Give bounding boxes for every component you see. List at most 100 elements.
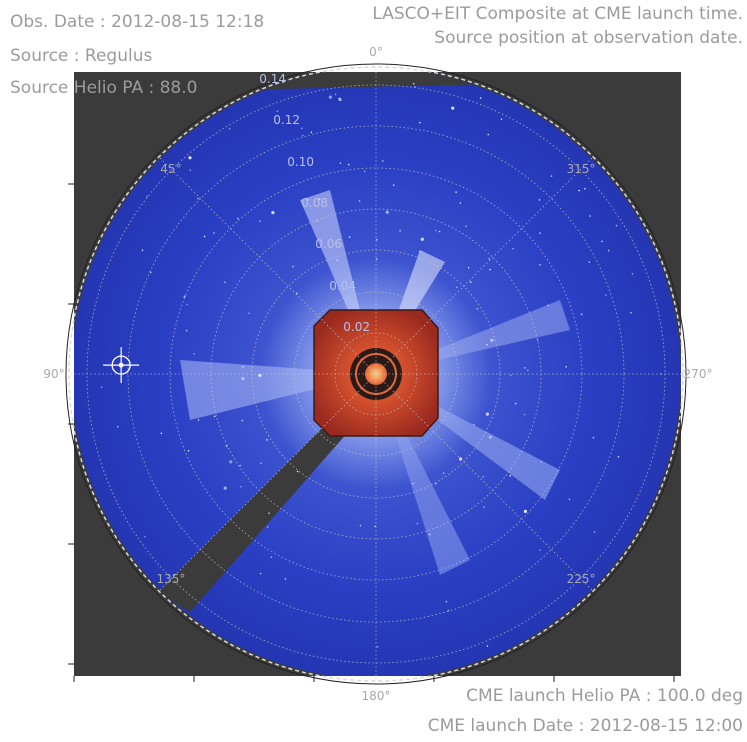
star <box>592 436 595 439</box>
star <box>445 600 448 603</box>
radial-label: 0.08 <box>301 196 328 210</box>
star <box>615 224 618 227</box>
star <box>536 339 539 342</box>
star <box>418 250 421 253</box>
star <box>565 366 567 368</box>
star <box>385 210 389 214</box>
star <box>476 308 479 310</box>
radial-label: 0.10 <box>287 155 314 169</box>
star <box>509 474 512 477</box>
star <box>376 238 378 241</box>
star <box>292 265 294 268</box>
star <box>438 230 441 233</box>
star <box>578 189 580 192</box>
star <box>486 645 489 647</box>
star <box>334 93 337 96</box>
star <box>607 249 610 252</box>
star <box>284 578 287 580</box>
star <box>490 338 494 342</box>
angle-label: 315° <box>567 162 596 176</box>
composite-title: LASCO+EIT Composite at CME launch time. <box>372 4 743 24</box>
star <box>197 419 200 421</box>
radial-label: 0.14 <box>259 72 286 86</box>
star <box>276 110 279 113</box>
star <box>510 374 512 376</box>
radial-label: 0.04 <box>329 279 356 293</box>
star <box>580 313 583 316</box>
occulter-pylon <box>158 420 348 612</box>
star <box>547 304 549 307</box>
star <box>239 464 241 467</box>
angle-label: 45° <box>160 162 181 176</box>
outer-dashed-ring <box>68 66 684 682</box>
radial-label: 0.06 <box>315 237 342 251</box>
grid-spoke <box>375 156 594 375</box>
star <box>451 106 455 110</box>
star <box>486 343 488 346</box>
star <box>479 97 482 99</box>
star-field <box>100 82 662 648</box>
star <box>240 486 242 488</box>
star <box>141 249 144 252</box>
star <box>307 198 309 201</box>
star <box>419 121 421 124</box>
star <box>540 461 543 463</box>
star <box>213 415 216 418</box>
star <box>593 531 596 533</box>
star <box>258 373 262 377</box>
star <box>259 572 262 575</box>
star <box>630 311 632 314</box>
grid-spoke <box>158 156 377 375</box>
star <box>539 264 541 266</box>
star <box>296 292 298 295</box>
star <box>465 225 468 227</box>
star <box>338 97 341 100</box>
star <box>584 188 586 190</box>
angle-label: 0° <box>369 45 383 59</box>
star <box>259 220 261 222</box>
star <box>412 482 414 485</box>
star <box>631 273 634 275</box>
star <box>539 232 541 234</box>
star <box>189 169 192 171</box>
star <box>186 303 188 306</box>
source-name: Source : Regulus <box>10 46 153 66</box>
star <box>203 235 206 238</box>
star <box>601 240 603 243</box>
star <box>568 498 571 501</box>
star <box>473 423 475 426</box>
star <box>363 170 366 173</box>
star <box>482 475 485 478</box>
star <box>336 259 339 261</box>
star <box>339 162 342 164</box>
star <box>488 435 492 439</box>
star <box>416 522 419 525</box>
composite-subtitle: Source position at observation date. <box>434 28 743 48</box>
star <box>328 95 332 99</box>
star <box>617 455 620 458</box>
star <box>459 457 463 461</box>
star <box>588 261 591 264</box>
obs-date: Obs. Date : 2012-08-15 12:18 <box>10 12 265 32</box>
star <box>160 432 163 435</box>
star <box>539 549 541 551</box>
star <box>224 281 226 284</box>
star <box>359 524 362 527</box>
star <box>538 199 541 201</box>
star <box>512 248 514 250</box>
star <box>241 377 245 381</box>
star <box>184 295 186 298</box>
angle-label: 225° <box>567 572 596 586</box>
grid-spoke <box>158 373 377 592</box>
star <box>456 286 458 289</box>
star <box>605 294 607 296</box>
star <box>467 266 470 269</box>
cme-launch-date: CME launch Date : 2012-08-15 12:00 <box>427 716 743 736</box>
star <box>459 202 462 204</box>
star <box>487 133 490 136</box>
angle-label: 270° <box>684 367 713 381</box>
star <box>375 258 378 260</box>
angle-label: 135° <box>156 572 185 586</box>
star <box>483 506 485 508</box>
star <box>223 486 227 490</box>
